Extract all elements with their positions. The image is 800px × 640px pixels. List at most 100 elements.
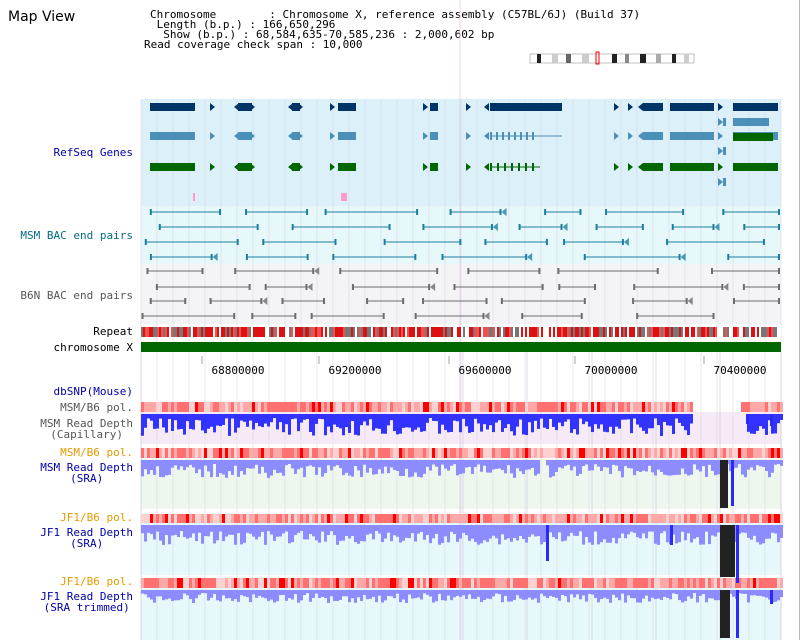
polymorphism-cell xyxy=(612,402,615,412)
polymorphism-cell xyxy=(228,402,231,412)
polymorphism-cell xyxy=(507,402,510,412)
polymorphism-cell xyxy=(261,402,264,412)
depth-bar xyxy=(234,590,237,600)
msm-b6-pol-sra-label[interactable]: MSM/B6 pol. xyxy=(60,446,133,459)
msm-b6-pol-label[interactable]: MSM/B6 pol. xyxy=(60,401,133,414)
polymorphism-cell xyxy=(156,578,159,588)
msm-bac-pair-end xyxy=(334,239,337,245)
dbsnp-label[interactable]: dbSNP(Mouse) xyxy=(53,385,133,398)
repeat-element xyxy=(533,327,535,337)
b6n-bac-label[interactable]: B6N BAC end pairs xyxy=(20,289,133,302)
depth-bar xyxy=(261,590,264,598)
polymorphism-cell xyxy=(735,448,738,458)
depth-bar xyxy=(219,460,222,474)
chromosome-ideogram[interactable] xyxy=(529,51,695,65)
depth-bar xyxy=(258,460,261,474)
ideogram-band xyxy=(656,54,661,63)
depth-bar xyxy=(315,590,318,594)
gene-exon xyxy=(518,163,520,171)
polymorphism-cell xyxy=(576,402,579,412)
polymorphism-cell xyxy=(552,402,555,412)
polymorphism-cell xyxy=(534,514,537,523)
depth-bar xyxy=(708,525,711,545)
depth-bar xyxy=(510,414,513,432)
polymorphism-cell xyxy=(396,514,399,523)
refseq-genes-track[interactable] xyxy=(150,103,778,201)
polymorphism-cell xyxy=(687,514,690,523)
repeat-track[interactable] xyxy=(141,327,781,337)
b6n-bac-pair-end xyxy=(436,268,439,274)
depth-bar xyxy=(486,525,489,542)
polymorphism-cell xyxy=(516,578,519,588)
jf1-depth-sra-label[interactable]: JF1 Read Depth (SRA) xyxy=(40,527,133,549)
polymorphism-cell xyxy=(693,578,696,588)
depth-bar xyxy=(330,460,333,471)
polymorphism-cell xyxy=(264,578,267,588)
repeat-element xyxy=(499,327,501,337)
depth-bar xyxy=(654,525,657,544)
gene-strand-arrow xyxy=(718,103,723,111)
depth-bar xyxy=(585,414,588,422)
jf1-b6-pol-trimmed-label[interactable]: JF1/B6 pol. xyxy=(60,575,133,588)
b6n-bac-track[interactable] xyxy=(141,267,780,320)
polymorphism-cell xyxy=(408,514,411,523)
depth-bar xyxy=(777,414,780,424)
msm-depth-sra-label[interactable]: MSM Read Depth (SRA) xyxy=(40,462,133,484)
jf1-depth-trimmed-label[interactable]: JF1 Read Depth (SRA trimmed) xyxy=(40,591,133,613)
msm-depth-sra-line1: MSM Read Depth xyxy=(40,461,133,474)
depth-bar xyxy=(216,414,219,426)
b6n-bac-pair-end xyxy=(248,284,251,290)
polymorphism-cell xyxy=(171,514,174,523)
repeat-element xyxy=(491,327,493,337)
depth-bar xyxy=(702,525,705,545)
polymorphism-cell xyxy=(252,578,255,588)
polymorphism-cell xyxy=(255,578,258,588)
polymorphism-cell xyxy=(450,402,453,412)
polymorphism-cell xyxy=(687,448,690,458)
read-depth-tracks[interactable] xyxy=(141,414,783,638)
polymorphism-cell xyxy=(321,514,324,523)
depth-bar xyxy=(270,525,273,535)
msm-bac-pair-end xyxy=(324,209,327,215)
repeat-element xyxy=(507,327,509,337)
polymorphism-cell xyxy=(336,578,339,588)
polymorphism-cell xyxy=(372,578,375,588)
polymorphism-cell xyxy=(600,448,603,458)
polymorphism-cell xyxy=(363,402,366,412)
repeat-element xyxy=(249,327,251,337)
polymorphism-cell xyxy=(666,448,669,458)
polymorphism-cell xyxy=(561,578,564,588)
msm-depth-capillary-line2: (Capillary) xyxy=(50,428,124,441)
jf1-b6-pol-label[interactable]: JF1/B6 pol. xyxy=(60,511,133,524)
repeat-element xyxy=(441,327,443,337)
depth-spike xyxy=(736,590,739,638)
repeat-element xyxy=(399,327,401,337)
depth-bar xyxy=(264,525,267,545)
polymorphism-cell xyxy=(192,514,195,523)
msm-bac-track[interactable] xyxy=(144,208,780,261)
polymorphism-cell xyxy=(297,402,300,412)
polymorphism-cell xyxy=(711,514,714,523)
polymorphism-cell xyxy=(690,514,693,523)
msm-bac-label[interactable]: MSM BAC end pairs xyxy=(20,229,133,242)
repeat-element xyxy=(291,327,293,337)
refseq-genes-label[interactable]: RefSeq Genes xyxy=(53,146,133,159)
polymorphism-cell xyxy=(597,402,600,412)
depth-bar xyxy=(339,460,342,469)
depth-bar xyxy=(198,460,201,470)
msm-depth-capillary-label[interactable]: MSM Read Depth (Capillary) xyxy=(40,418,133,440)
depth-bar xyxy=(582,590,585,596)
polymorphism-cell xyxy=(681,514,684,523)
depth-bar xyxy=(666,460,669,476)
repeat-element xyxy=(459,327,461,337)
repeat-element xyxy=(445,327,447,337)
polymorphism-cell xyxy=(186,514,189,523)
polymorphism-cell xyxy=(321,578,324,588)
polymorphism-tracks[interactable] xyxy=(141,402,783,588)
repeat-label[interactable]: Repeat xyxy=(93,325,133,338)
polymorphism-cell xyxy=(561,402,564,412)
polymorphism-cell xyxy=(231,514,234,523)
polymorphism-cell xyxy=(399,514,402,523)
polymorphism-cell xyxy=(354,514,357,523)
